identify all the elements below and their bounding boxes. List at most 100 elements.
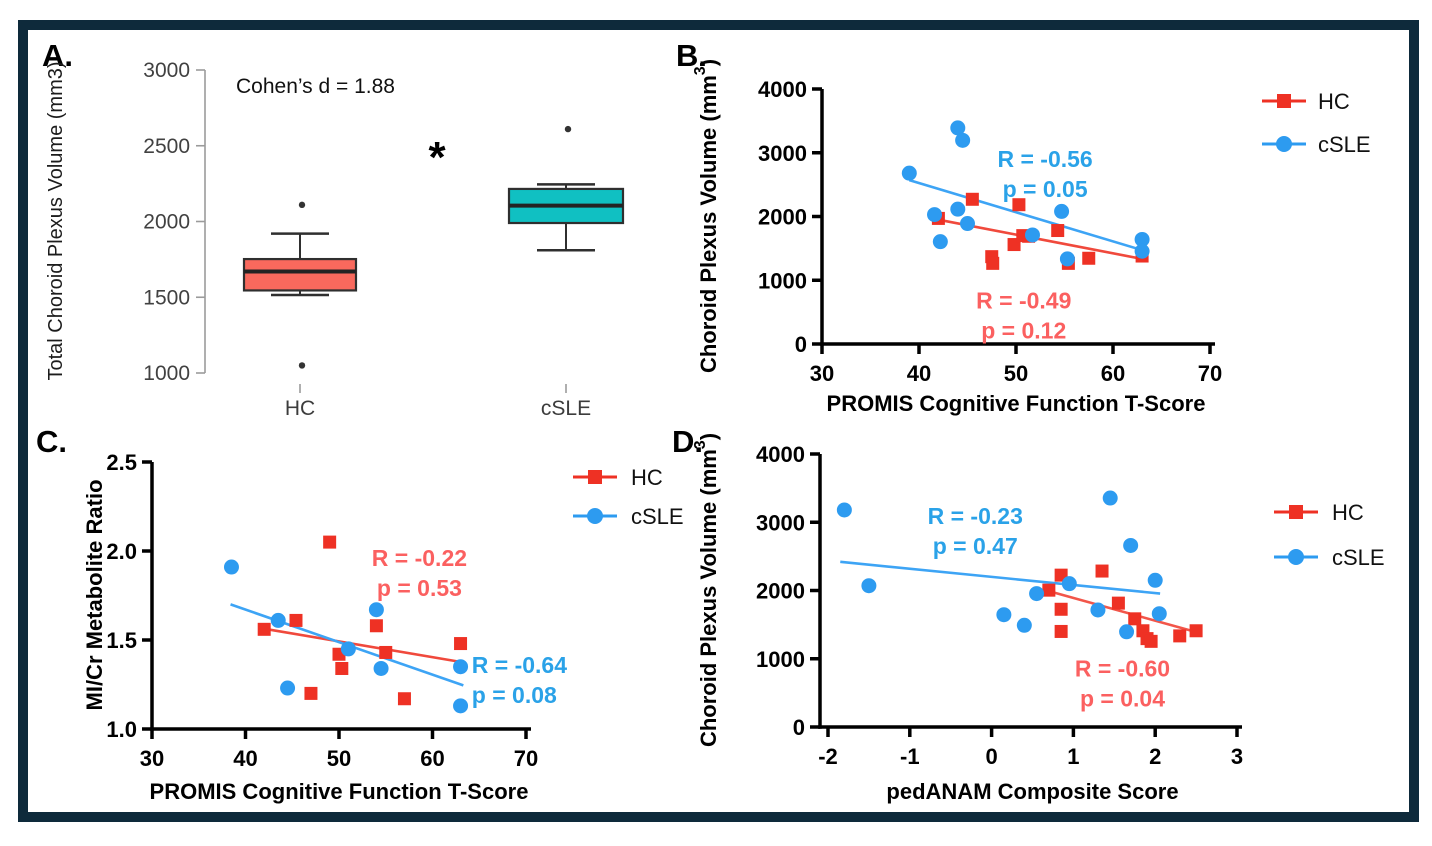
csle-point (901, 165, 917, 181)
hc-point (1054, 602, 1068, 616)
y-tick-label: 0 (793, 715, 805, 740)
y-tick-label: 1000 (143, 362, 190, 385)
x-tick-label: 50 (327, 746, 351, 771)
panel-b-scatter: 30 40 50 60 70 0 1000 2000 3000 4000 PROMIS Cognit… (692, 59, 1371, 416)
panel-c-scatter: 30 40 50 60 70 1.0 1.5 2.0 2.5 PROMIS Cognitive F… (82, 450, 684, 804)
y-axis-label: Total Choroid Plexus Volume (mm3) (45, 61, 67, 380)
hc-point (1051, 224, 1065, 238)
stats-annotation: p = 0.47 (933, 533, 1018, 559)
csle-point (836, 502, 852, 518)
hc-point (1095, 564, 1109, 578)
panel-b-label: B. (676, 38, 707, 73)
y-tick-label: 2000 (758, 205, 807, 230)
hc-point (369, 619, 383, 633)
y-tick-label: 4000 (758, 77, 807, 102)
y-tick-label: 1000 (758, 268, 807, 293)
hc-point (1054, 624, 1068, 638)
stats-annotation: R = -0.60 (1075, 656, 1170, 682)
csle-point (223, 559, 239, 575)
stats-annotation: p = 0.05 (1003, 176, 1088, 202)
stats-annotation: p = 0.12 (981, 318, 1066, 344)
stats-annotation: R = -0.23 (928, 503, 1023, 529)
hc-point (1144, 634, 1158, 648)
csle-point (1151, 606, 1167, 622)
legend-label: cSLE (631, 504, 684, 529)
csle-point (861, 578, 877, 594)
outlier-point (564, 125, 572, 133)
csle-point (1024, 227, 1040, 243)
csle-point (1059, 251, 1075, 267)
stats-annotation: R = -0.22 (372, 545, 467, 571)
csle-point (1119, 624, 1135, 640)
csle-trend-line (908, 178, 1148, 253)
csle-point (960, 216, 975, 232)
x-tick-label: 40 (233, 746, 257, 771)
x-tick-label: 70 (1198, 361, 1222, 386)
hc-point (289, 613, 303, 627)
csle-legend-marker (1288, 549, 1304, 565)
hc-point (335, 661, 349, 675)
csle-point (1134, 231, 1150, 247)
y-tick-label: 3000 (758, 141, 807, 166)
hc-point (965, 192, 979, 206)
HC-box (242, 257, 358, 292)
csle-point (453, 698, 469, 714)
x-axis-label: pedANAM Composite Score (886, 779, 1178, 804)
csle-point (368, 602, 384, 618)
csle-legend-marker (587, 508, 603, 524)
stats-annotation: R = -0.56 (997, 146, 1092, 172)
panel-a-boxplot: 1000 1500 2000 2500 3000 Total Choroid Plexus… (45, 59, 625, 420)
y-tick-label: 3000 (143, 59, 190, 82)
hc-point (397, 692, 411, 706)
hc-legend-marker (1289, 505, 1303, 519)
csle-point (1123, 537, 1139, 553)
outlier-point (298, 362, 306, 369)
csle-trend-line (840, 560, 1161, 595)
hc-point (1173, 629, 1187, 643)
hc-point (1012, 198, 1026, 212)
legend-label: cSLE (1318, 132, 1371, 157)
csle-point (955, 132, 971, 148)
significance-asterisk: * (428, 133, 446, 182)
csle-point (1147, 572, 1163, 588)
effect-size-annotation: Cohen’s d = 1.88 (236, 75, 395, 98)
stats-annotation: R = -0.49 (976, 288, 1071, 314)
category-label: HC (285, 397, 315, 420)
y-tick-label: 2000 (756, 579, 805, 604)
y-tick-label: 4000 (756, 442, 805, 467)
y-tick-label: 2500 (143, 135, 190, 158)
csle-point (932, 234, 948, 250)
hc-legend-marker (1277, 94, 1291, 108)
figure-frame (18, 20, 1419, 822)
csle-point (270, 612, 286, 628)
x-tick-label: -2 (818, 744, 838, 769)
csle-point (996, 607, 1012, 623)
panel-c-label: C. (36, 424, 67, 459)
csle-point (1090, 602, 1106, 618)
y-tick-label: 1500 (143, 286, 190, 309)
y-tick-label: 1000 (756, 647, 805, 672)
csle-point (1102, 490, 1118, 506)
csle-point (1134, 243, 1150, 259)
x-tick-label: -1 (900, 744, 920, 769)
y-tick-label: 2.0 (106, 539, 137, 564)
x-tick-label: 2 (1149, 744, 1161, 769)
hc-point (1189, 624, 1203, 638)
csle-point (1029, 586, 1045, 602)
x-tick-label: 30 (810, 361, 834, 386)
y-tick-label: 2.5 (106, 450, 137, 475)
hc-point (257, 622, 271, 636)
csle-point (950, 201, 966, 217)
stats-annotation: p = 0.04 (1080, 686, 1165, 712)
panel-d-label: D. (672, 424, 703, 459)
stats-annotation: R = -0.64 (472, 652, 567, 678)
hc-point (1042, 583, 1056, 597)
stats-annotation: p = 0.08 (472, 682, 557, 708)
csle-point (373, 660, 389, 676)
outlier-point (298, 201, 306, 209)
hc-point (304, 686, 318, 700)
legend-label: cSLE (1332, 545, 1385, 570)
hc-legend-marker (588, 470, 602, 484)
y-axis-label: Choroid Plexus Volume (mm3) (692, 59, 721, 373)
